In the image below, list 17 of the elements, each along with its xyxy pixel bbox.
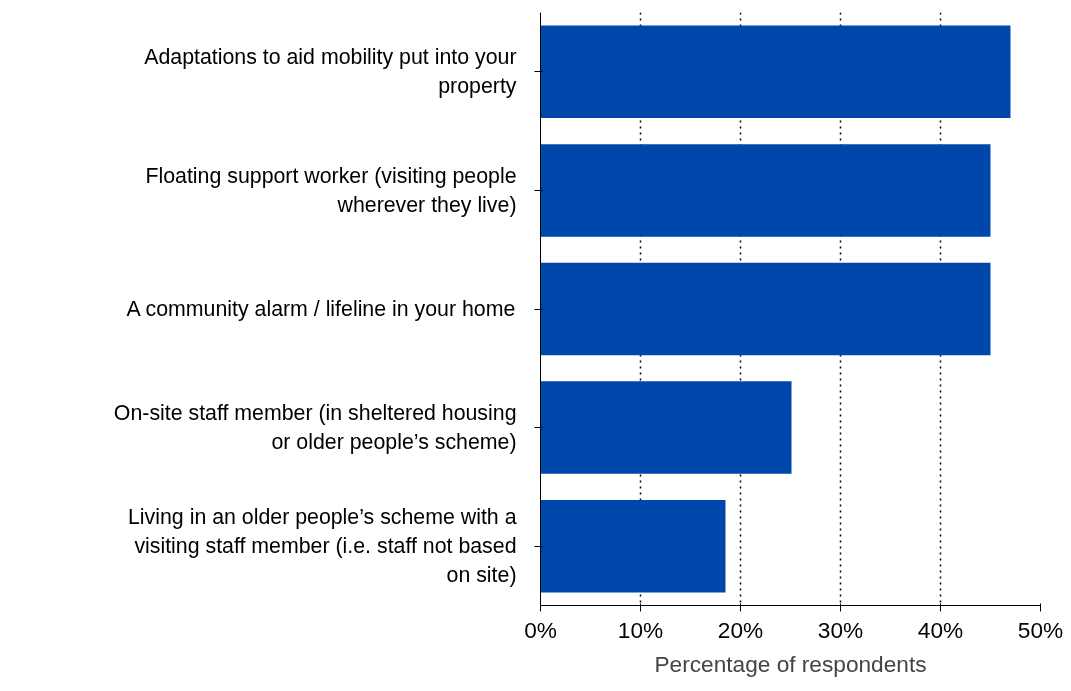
x-tick-label: 50% [1017,616,1064,643]
bar [540,262,991,356]
bar [540,25,1011,119]
x-tick-label: 40% [917,616,964,643]
x-tick-label: 30% [817,616,864,643]
x-tick-label: 0% [524,616,557,643]
y-tick-label: Adaptations to aid mobility put into your property [144,45,517,99]
y-tick-label: A community alarm / lifeline in your home [126,297,516,321]
x-axis-title: Percentage of respondents [654,650,927,677]
bar [540,381,792,474]
bar [540,499,726,593]
y-tick-label: Living in an older people’s scheme with a visiting staff member (i.e. staff not based on site) [128,505,517,587]
y-tick-label: Floating support worker (visiting people wherever they live) [145,164,517,217]
x-tick-label: 20% [717,616,764,643]
x-tick-label: 10% [617,616,664,643]
bar [540,144,991,237]
y-tick-label: On-site staff member (in sheltered housing or older people’s scheme) [113,401,517,454]
